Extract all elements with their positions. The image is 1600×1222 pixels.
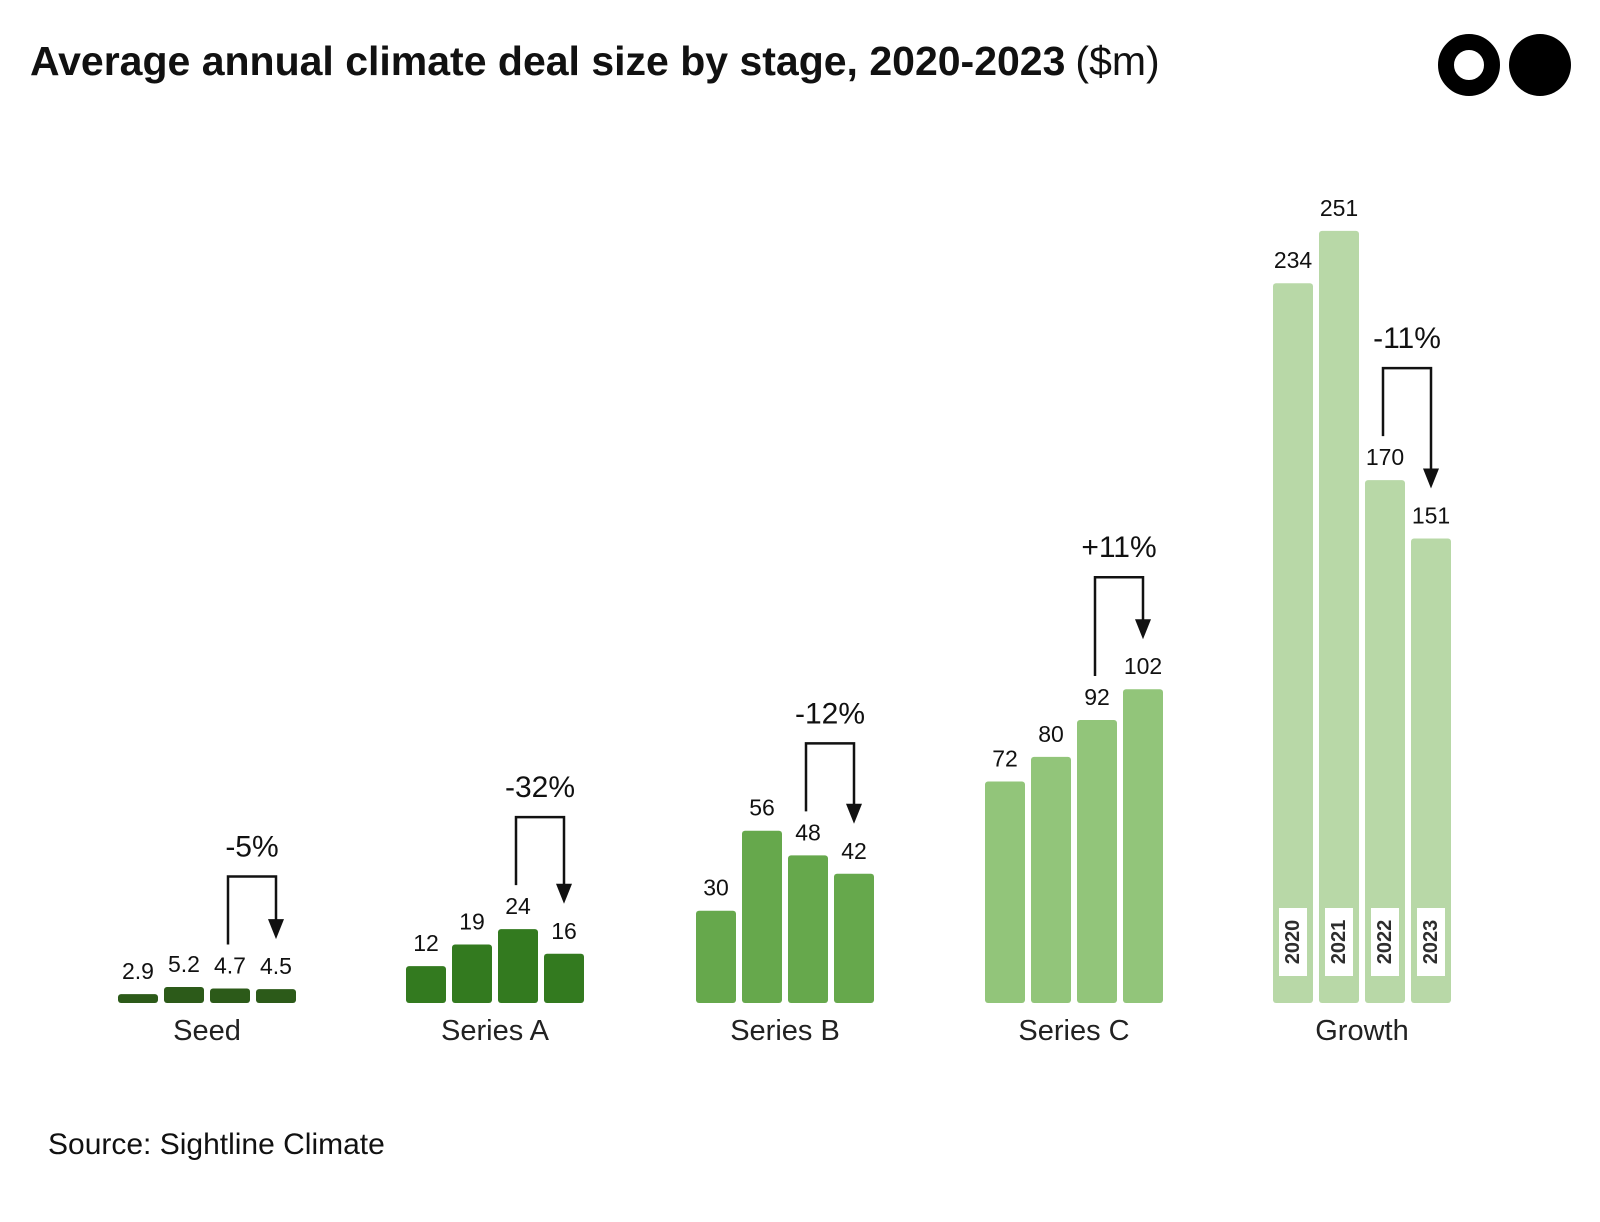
data-label-series-a-2023: 16 <box>551 918 577 944</box>
bar-series-b-2021 <box>742 830 782 1003</box>
year-label-2023: 2023 <box>1420 920 1442 965</box>
bar-growth-2020 <box>1273 283 1313 1003</box>
data-label-series-b-2023: 42 <box>841 838 867 864</box>
data-label-series-b-2022: 48 <box>795 819 821 845</box>
data-label-series-a-2022: 24 <box>505 893 531 919</box>
bar-series-b-2020 <box>696 910 736 1003</box>
category-label-series-a: Series A <box>441 1015 550 1047</box>
change-arrow-series-c <box>1135 619 1151 640</box>
data-label-seed-2023: 4.5 <box>260 953 292 979</box>
change-arrow-series-b <box>846 803 862 824</box>
year-label-2022: 2022 <box>1374 920 1396 965</box>
change-arrow-series-a <box>556 883 572 904</box>
bar-series-a-2021 <box>452 944 492 1003</box>
data-label-seed-2022: 4.7 <box>214 953 246 979</box>
data-label-series-c-2023: 102 <box>1124 653 1162 679</box>
bar-seed-2021 <box>164 987 204 1003</box>
data-label-growth-2023: 151 <box>1412 503 1450 529</box>
bar-series-c-2021 <box>1031 756 1071 1003</box>
change-label-growth: -11% <box>1373 322 1441 355</box>
category-label-seed: Seed <box>173 1015 241 1047</box>
bar-series-a-2022 <box>498 929 538 1003</box>
data-label-seed-2020: 2.9 <box>122 958 154 984</box>
logo <box>1438 34 1571 96</box>
year-label-2021: 2021 <box>1328 920 1350 965</box>
data-label-series-b-2021: 56 <box>749 795 775 821</box>
source-note: Source: Sightline Climate <box>48 1128 385 1161</box>
bar-seed-2022 <box>210 988 250 1003</box>
bar-series-c-2022 <box>1077 720 1117 1003</box>
data-label-growth-2022: 170 <box>1366 444 1404 470</box>
category-label-series-c: Series C <box>1018 1015 1129 1047</box>
bar-growth-2023 <box>1411 538 1451 1003</box>
category-label-growth: Growth <box>1315 1015 1408 1047</box>
data-label-series-c-2020: 72 <box>992 746 1018 772</box>
data-label-series-a-2020: 12 <box>413 930 439 956</box>
data-label-series-b-2020: 30 <box>703 875 729 901</box>
chart-title-text: Average annual climate deal size by stag… <box>30 38 1066 84</box>
bar-series-b-2022 <box>788 855 828 1003</box>
year-label-2020: 2020 <box>1282 920 1304 965</box>
data-label-growth-2021: 251 <box>1320 195 1358 221</box>
bar-growth-2021 <box>1319 230 1359 1003</box>
change-label-series-c: +11% <box>1081 531 1156 564</box>
bar-seed-2020 <box>118 994 158 1003</box>
change-bracket-series-a <box>514 815 566 890</box>
change-bracket-seed <box>226 875 278 945</box>
bar-series-a-2020 <box>406 966 446 1003</box>
year-label-box-2020 <box>1279 908 1307 976</box>
change-arrow-growth <box>1423 468 1439 489</box>
change-label-series-b: -12% <box>795 697 865 730</box>
data-label-seed-2021: 5.2 <box>168 951 200 977</box>
year-label-box-2021 <box>1325 908 1353 976</box>
change-bracket-series-c <box>1093 575 1145 677</box>
chart-title: Average annual climate deal size by stag… <box>30 38 1160 85</box>
change-label-seed: -5% <box>225 831 278 864</box>
logo-solid-circle <box>1509 34 1571 96</box>
bar-series-b-2023 <box>834 873 874 1003</box>
change-bracket-series-b <box>804 742 856 812</box>
logo-ring-circle <box>1438 34 1500 96</box>
bar-growth-2022 <box>1365 480 1405 1004</box>
data-label-series-c-2021: 80 <box>1038 721 1064 747</box>
category-label-series-b: Series B <box>730 1015 840 1047</box>
change-label-series-a: -32% <box>505 771 575 804</box>
chart-unit: ($m) <box>1075 38 1160 84</box>
data-label-series-c-2022: 92 <box>1084 684 1110 710</box>
data-label-growth-2020: 234 <box>1274 247 1313 273</box>
data-label-series-a-2021: 19 <box>459 909 485 935</box>
change-bracket-growth <box>1381 366 1433 475</box>
year-label-box-2023 <box>1417 908 1445 976</box>
bar-series-c-2020 <box>985 781 1025 1003</box>
year-label-box-2022 <box>1371 908 1399 976</box>
bar-seed-2023 <box>256 989 296 1003</box>
change-arrow-seed <box>268 919 284 940</box>
bar-series-c-2023 <box>1123 689 1163 1003</box>
bar-series-a-2023 <box>544 953 584 1003</box>
